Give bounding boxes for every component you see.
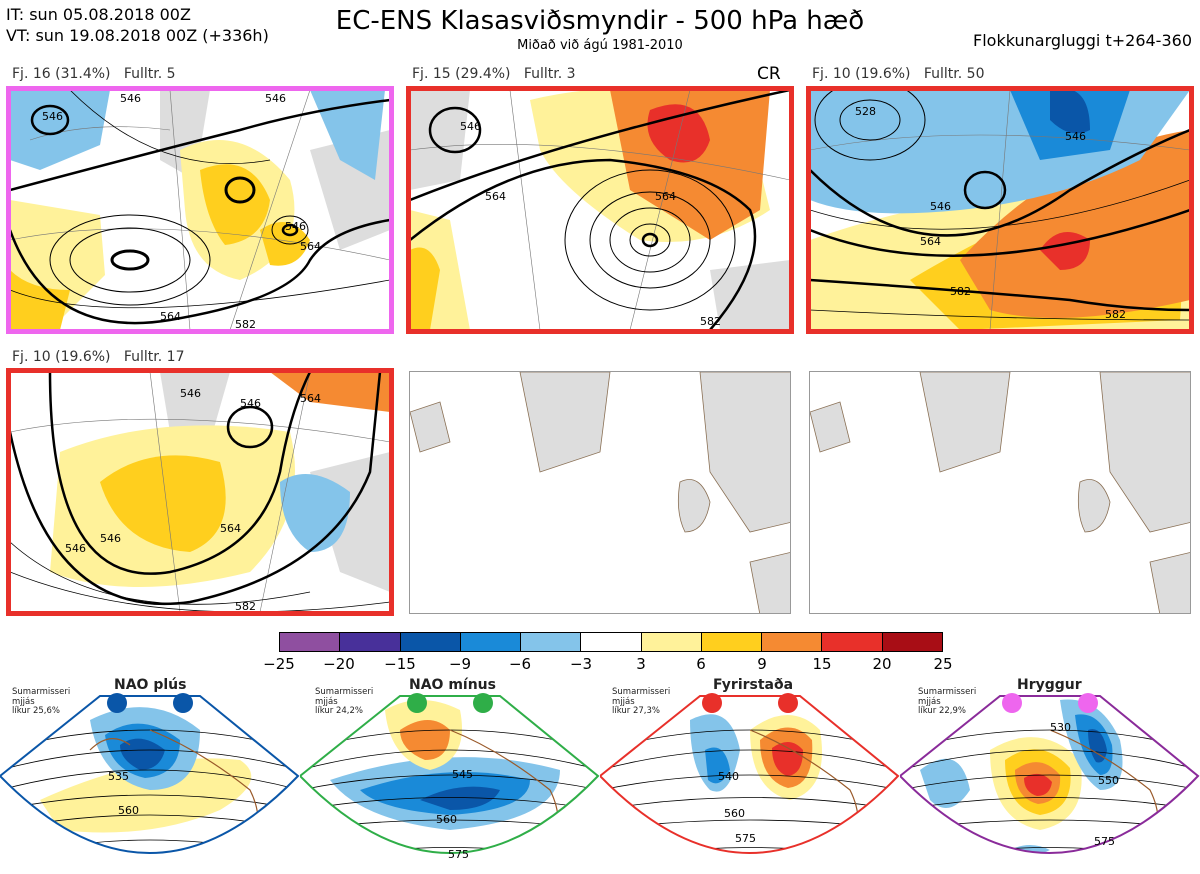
window-label: Flokkunargluggi t+264-360 xyxy=(973,31,1192,50)
contour-label: 546 xyxy=(100,532,121,545)
contour-label: 530 xyxy=(1050,721,1071,734)
map-panel-1[interactable]: 546 546 546 546 564 564 582 xyxy=(10,90,390,330)
contour-label: 564 xyxy=(220,522,241,535)
contour-label: 546 xyxy=(1065,130,1086,143)
contour-label: 582 xyxy=(950,285,971,298)
contour-label: 564 xyxy=(485,190,506,203)
colorbar-bin xyxy=(822,633,883,651)
colorbar-bin xyxy=(701,633,763,651)
contour-label: 582 xyxy=(1105,308,1126,321)
colorbar xyxy=(279,632,943,652)
map-panel-empty-2 xyxy=(809,371,1191,614)
panel-label-3: Fj. 10 (19.6%) Fulltr. 50 xyxy=(812,66,985,82)
map-panel-4[interactable]: 546 546 546 546 564 564 582 xyxy=(10,372,390,612)
colorbar-tick: −25 xyxy=(263,655,295,673)
colorbar-bin xyxy=(882,633,942,651)
colorbar-bin xyxy=(340,633,401,651)
contour-label: 575 xyxy=(735,832,756,845)
panel-label-2: Fj. 15 (29.4%) Fulltr. 3 xyxy=(412,66,576,82)
contour-label: 546 xyxy=(285,220,306,233)
colorbar-tick: 20 xyxy=(872,655,892,673)
regime-title-2: NAO mínus xyxy=(409,677,496,693)
regime-title-4: Hryggur xyxy=(1017,677,1082,693)
contour-label: 564 xyxy=(655,190,676,203)
panel-label-1: Fj. 16 (31.4%) Fulltr. 5 xyxy=(12,66,176,82)
regime-dot xyxy=(107,693,127,713)
colorbar-tick: 15 xyxy=(812,655,832,673)
colorbar-tick: 9 xyxy=(757,655,767,673)
colorbar-bin xyxy=(400,633,461,651)
regime-dot xyxy=(473,693,493,713)
colorbar-tick: −20 xyxy=(323,655,355,673)
map-panel-empty-1 xyxy=(409,371,791,614)
regime-dot xyxy=(702,693,722,713)
contour-label: 546 xyxy=(930,200,951,213)
regime-note-4: Sumarmisseri mjjás líkur 22,9% xyxy=(918,687,977,716)
regime-title-3: Fyrirstaða xyxy=(713,677,794,693)
colorbar-tick: −3 xyxy=(569,655,593,673)
contour-label: 575 xyxy=(1094,835,1115,848)
contour-label: 564 xyxy=(300,392,321,405)
colorbar-bin xyxy=(762,633,823,651)
contour-label: 546 xyxy=(180,387,201,400)
regime-dot xyxy=(1078,693,1098,713)
regime-map-2[interactable]: 545 560 575 xyxy=(298,690,600,870)
page-title: EC-ENS Klasasviðsmyndir - 500 hPa hæð xyxy=(335,6,865,36)
regime-dot xyxy=(407,693,427,713)
contour-label: 546 xyxy=(460,120,481,133)
contour-label: 560 xyxy=(724,807,745,820)
regime-map-4[interactable]: 530 550 575 xyxy=(898,690,1200,870)
regime-dot xyxy=(778,693,798,713)
contour-label: 545 xyxy=(452,768,473,781)
colorbar-tick: 25 xyxy=(933,655,953,673)
colorbar-bin xyxy=(641,633,702,651)
colorbar-bin xyxy=(460,633,522,651)
contour-label: 546 xyxy=(65,542,86,555)
contour-label: 540 xyxy=(718,770,739,783)
colorbar-bin xyxy=(581,633,642,651)
map-panel-3[interactable]: 528 546 546 564 582 582 xyxy=(810,90,1190,330)
panel-label-4: Fj. 10 (19.6%) Fulltr. 17 xyxy=(12,349,185,365)
regime-map-1[interactable]: 535 560 xyxy=(0,690,300,870)
regime-note-2: Sumarmisseri mjjás líkur 24,2% xyxy=(315,687,374,716)
contour-label: 546 xyxy=(120,92,141,105)
contour-label: 546 xyxy=(240,397,261,410)
colorbar-tick: 3 xyxy=(636,655,646,673)
contour-label: 560 xyxy=(118,804,139,817)
contour-label: 564 xyxy=(160,310,181,323)
it-line: IT: sun 05.08.2018 00Z xyxy=(6,5,191,24)
regime-note-3: Sumarmisseri mjjás líkur 27,3% xyxy=(612,687,671,716)
contour-label: 546 xyxy=(265,92,286,105)
contour-label: 564 xyxy=(300,240,321,253)
colorbar-bin xyxy=(521,633,582,651)
panel-tag-cr: CR xyxy=(757,64,781,84)
contour-label: 528 xyxy=(855,105,876,118)
contour-label: 575 xyxy=(448,848,469,861)
contour-label: 582 xyxy=(235,600,256,612)
vt-line: VT: sun 19.08.2018 00Z (+336h) xyxy=(6,26,269,45)
colorbar-tick: −15 xyxy=(384,655,416,673)
page-subtitle: Miðað við ágú 1981-2010 xyxy=(517,38,683,53)
contour-label: 546 xyxy=(42,110,63,123)
header-info: IT: sun 05.08.2018 00Z VT: sun 19.08.201… xyxy=(6,4,269,46)
contour-label: 560 xyxy=(436,813,457,826)
contour-label: 582 xyxy=(700,315,721,328)
contour-label: 564 xyxy=(920,235,941,248)
colorbar-tick: −9 xyxy=(448,655,472,673)
regime-dot xyxy=(173,693,193,713)
map-panel-2[interactable]: 546 564 564 582 xyxy=(410,90,790,330)
regime-map-3[interactable]: 540 560 575 xyxy=(598,690,900,870)
regime-title-1: NAO plús xyxy=(114,677,187,693)
contour-label: 535 xyxy=(108,770,129,783)
contour-label: 550 xyxy=(1098,774,1119,787)
regime-note-1: Sumarmisseri mjjás líkur 25,6% xyxy=(12,687,71,716)
contour-label: 582 xyxy=(235,318,256,330)
colorbar-tick: 6 xyxy=(696,655,706,673)
colorbar-tick: −6 xyxy=(508,655,532,673)
regime-dot xyxy=(1002,693,1022,713)
colorbar-bin xyxy=(280,633,341,651)
